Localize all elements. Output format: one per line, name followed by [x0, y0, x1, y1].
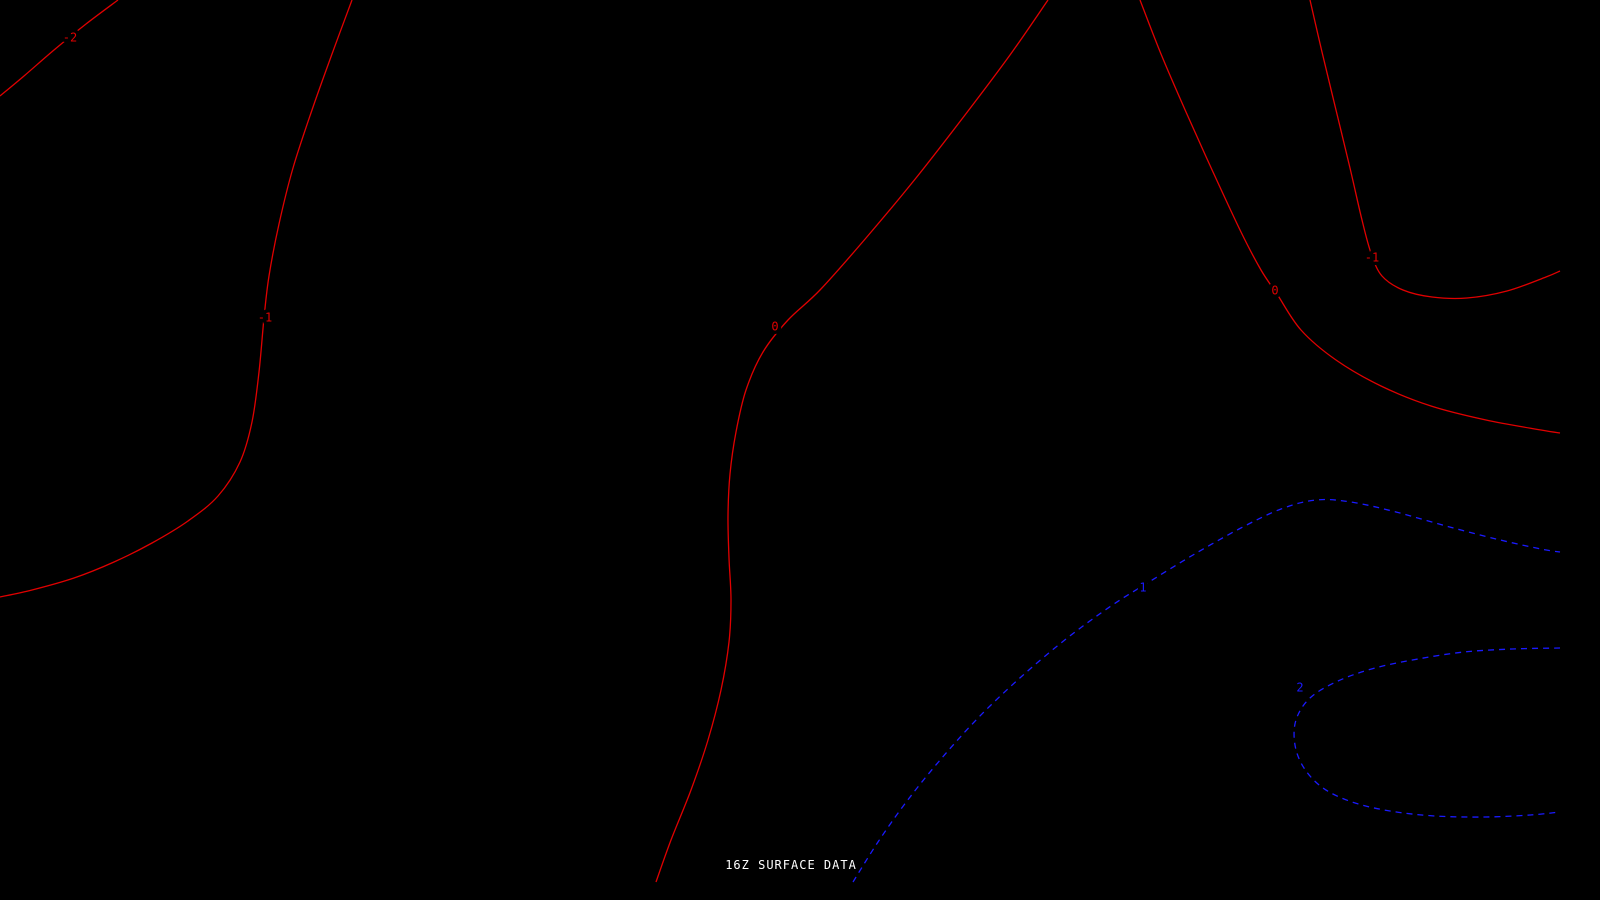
contour-label: 2 [1296, 681, 1303, 695]
contour-label: -1 [258, 311, 272, 325]
contour-line-level--1 [1309, 0, 1561, 300]
contour-label: 1 [1139, 581, 1146, 595]
contour-line-level--1 [0, 0, 353, 598]
contour-label: 0 [771, 320, 778, 334]
contour-line-level--2 [0, 0, 119, 97]
contour-label: -2 [63, 31, 77, 45]
contour-labels-group: -2 -1 0 0 -1 1 2 [59, 27, 1382, 698]
contour-line-level-0 [1139, 0, 1561, 434]
contour-lines-group [0, 0, 1561, 883]
contour-line-level-2 [1293, 647, 1561, 818]
contour-label: -1 [1365, 251, 1379, 265]
contour-line-level-0 [655, 0, 1049, 883]
contour-label: 0 [1271, 284, 1278, 298]
contour-line-level-1 [852, 498, 1561, 883]
map-title: 16Z SURFACE DATA [725, 858, 857, 872]
